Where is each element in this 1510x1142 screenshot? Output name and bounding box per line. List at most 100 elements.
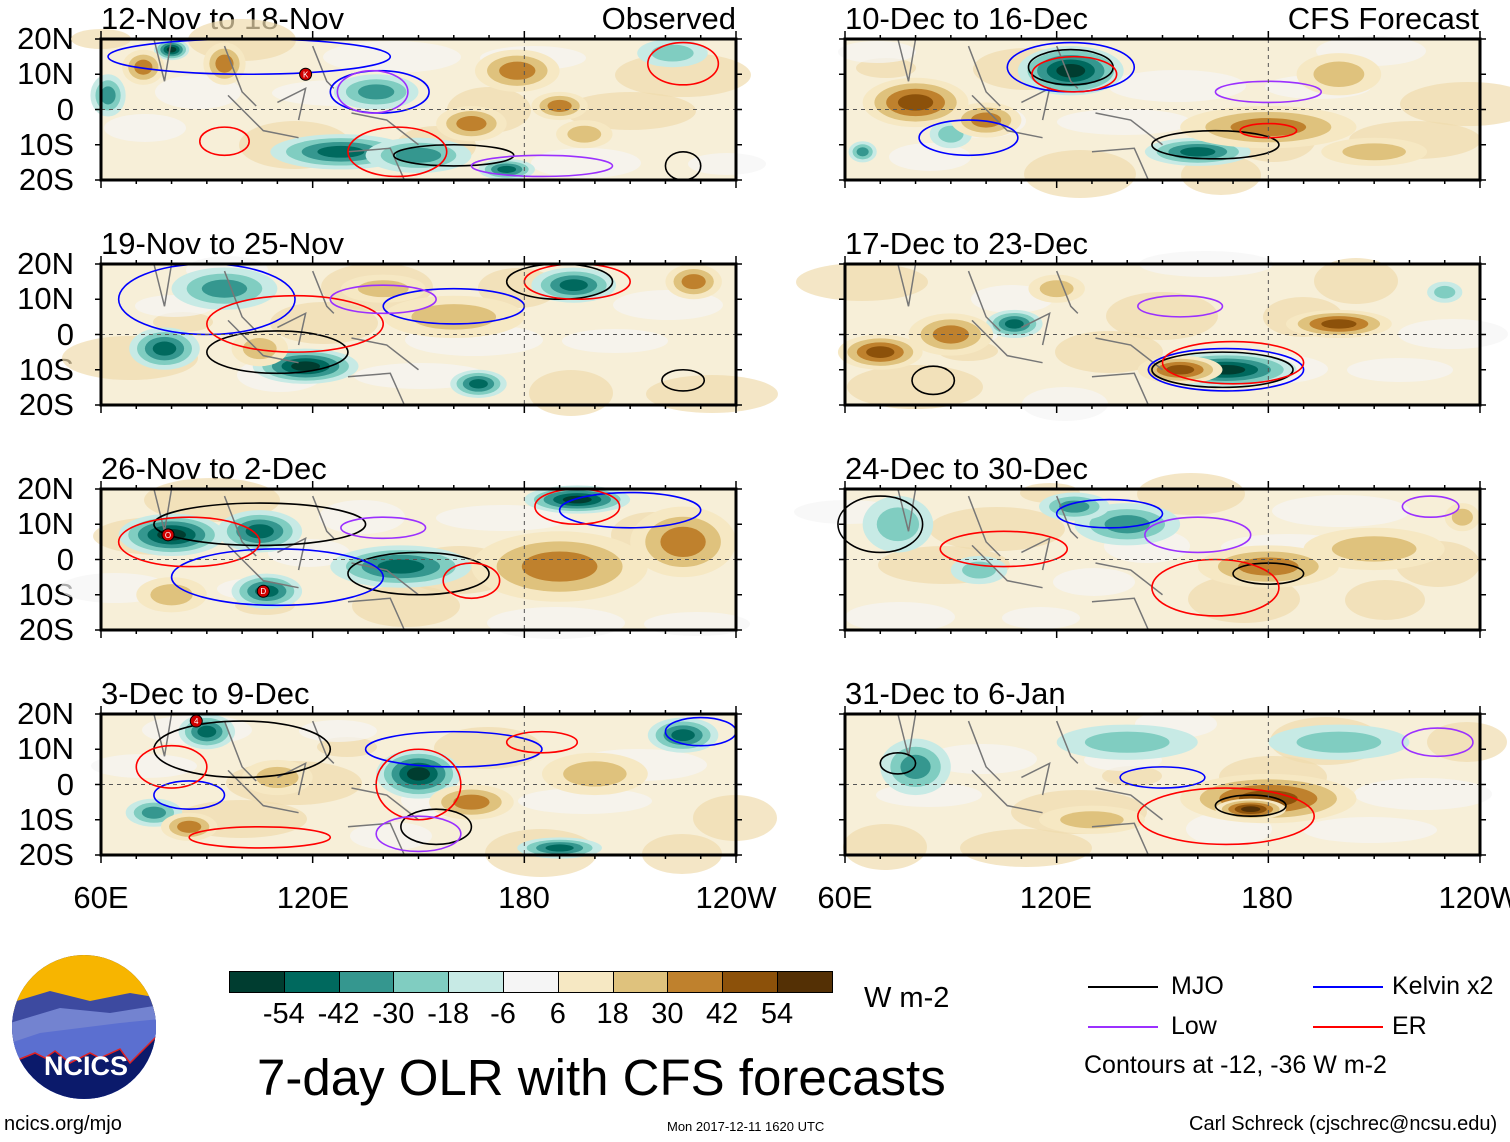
contour-low xyxy=(1401,727,1474,758)
logo-text: NCICS xyxy=(44,1051,128,1081)
lat-label: 20N xyxy=(17,246,74,281)
lon-label: 180 xyxy=(498,880,550,915)
colorbar-label: 18 xyxy=(596,998,629,1030)
contour-low xyxy=(1144,516,1252,554)
background-texture xyxy=(317,737,377,757)
panel-title: 10-Dec to 16-Dec xyxy=(845,1,1088,36)
storm-label: K xyxy=(303,70,309,79)
lat-label: 10N xyxy=(17,506,74,542)
olr-anomaly xyxy=(1039,280,1074,298)
background-texture xyxy=(1354,778,1492,810)
olr-anomaly xyxy=(660,526,706,557)
map-panel xyxy=(794,473,1486,638)
olr-anomaly xyxy=(567,125,602,143)
lat-label: 20N xyxy=(17,471,74,506)
legend-line-mjo xyxy=(1088,986,1158,988)
lat-label: 10S xyxy=(18,126,74,162)
contour-mjo xyxy=(393,143,515,167)
colorbar-label: -54 xyxy=(262,998,305,1030)
olr-anomaly xyxy=(1434,285,1456,299)
contour-er xyxy=(1137,787,1315,846)
colorbar-swatch xyxy=(777,971,833,993)
lat-label: 10N xyxy=(17,731,74,767)
olr-anomaly xyxy=(358,84,395,100)
contour-mjo xyxy=(206,330,349,375)
figure-title: 7-day OLR with CFS forecasts xyxy=(257,1049,946,1106)
olr-anomaly xyxy=(177,820,202,833)
lat-label: 0 xyxy=(56,766,74,802)
background-texture xyxy=(1102,766,1162,786)
legend-label-er: ER xyxy=(1392,1012,1427,1040)
map-panel: K xyxy=(71,19,766,188)
map-panel xyxy=(62,256,778,416)
background-texture xyxy=(1137,473,1245,515)
lat-label: 20S xyxy=(18,612,74,647)
contour-kelvin xyxy=(153,780,226,810)
background-texture xyxy=(1002,607,1080,629)
storm-marker xyxy=(299,67,313,81)
contour-er xyxy=(1031,55,1118,93)
olr-anomaly xyxy=(317,145,365,158)
contour-kelvin xyxy=(364,730,543,768)
olr-anomaly xyxy=(1180,147,1216,157)
background-texture xyxy=(856,58,916,78)
contour-mjo xyxy=(347,551,490,596)
legend-label-low: Low xyxy=(1171,1012,1217,1040)
background-texture xyxy=(352,585,460,627)
olr-anomaly xyxy=(377,559,425,574)
lat-label: 20S xyxy=(18,387,74,422)
colorbar-swatch xyxy=(667,971,724,993)
contour-er xyxy=(347,126,448,178)
contour-er xyxy=(198,126,250,157)
background-texture xyxy=(1347,358,1453,382)
storm-marker xyxy=(256,584,270,598)
contour-mjo xyxy=(400,808,473,846)
contour-kelvin xyxy=(170,548,385,607)
background-texture xyxy=(796,263,928,301)
site-url[interactable]: ncics.org/mjo xyxy=(4,1113,122,1135)
background-texture xyxy=(1108,70,1246,102)
olr-anomaly xyxy=(1331,536,1417,562)
background-texture xyxy=(350,822,432,850)
olr-anomaly xyxy=(681,274,706,290)
storm-label: 4 xyxy=(194,717,199,726)
colorbar-label: -30 xyxy=(372,998,415,1030)
background-texture xyxy=(529,370,613,416)
contour-mjo xyxy=(1151,129,1280,160)
legend-line-er xyxy=(1313,1026,1383,1028)
panel-title: 17-Dec to 23-Dec xyxy=(845,226,1088,261)
colorbar-swatch xyxy=(229,971,285,993)
colorbar-label: 54 xyxy=(760,998,794,1030)
coastline xyxy=(897,263,1163,406)
olr-anomaly xyxy=(671,729,695,742)
contour-mjo xyxy=(879,751,917,775)
background-texture xyxy=(1427,722,1507,762)
olr-anomaly xyxy=(291,361,321,372)
coastline xyxy=(897,488,1163,631)
background-texture xyxy=(838,41,916,63)
colorbar-swatch xyxy=(338,971,395,993)
panel-title: 3-Dec to 9-Dec xyxy=(101,676,310,711)
contour-kelvin xyxy=(1119,766,1206,789)
olr-anomaly xyxy=(134,59,153,75)
olr-anomaly xyxy=(856,147,869,157)
contour-mjo xyxy=(911,365,956,396)
contour-er xyxy=(505,730,579,754)
background-texture xyxy=(104,114,186,142)
contour-low xyxy=(375,815,462,853)
colorbar-label: 30 xyxy=(651,998,684,1030)
colorbar-swatch xyxy=(393,971,450,993)
legend-line-low xyxy=(1088,1026,1158,1028)
olr-anomaly xyxy=(1241,806,1261,813)
contour-mjo xyxy=(1214,794,1287,818)
olr-anomaly xyxy=(1313,61,1365,87)
colorbar-label: 42 xyxy=(706,998,739,1030)
background-texture xyxy=(434,727,542,769)
coastline xyxy=(153,38,419,181)
colorbar-swatch xyxy=(503,971,559,993)
panel-title: 31-Dec to 6-Jan xyxy=(845,676,1066,711)
background-texture xyxy=(644,612,750,636)
background-texture xyxy=(688,153,766,175)
olr-anomaly xyxy=(563,761,627,787)
olr-anomaly xyxy=(545,844,574,852)
